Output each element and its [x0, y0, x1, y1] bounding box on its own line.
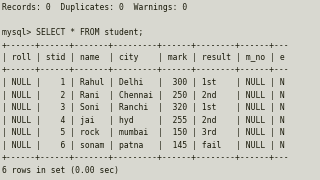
Text: +------+------+-------+---------+------+--------+------+---: +------+------+-------+---------+------+… [2, 153, 289, 162]
Text: | NULL |    3 | Soni  | Ranchi  |  320 | 1st    | NULL | N: | NULL | 3 | Soni | Ranchi | 320 | 1st |… [2, 103, 284, 112]
Text: | NULL |    5 | rock  | mumbai  |  150 | 3rd    | NULL | N: | NULL | 5 | rock | mumbai | 150 | 3rd |… [2, 128, 284, 137]
Text: mysql> SELECT * FROM student;: mysql> SELECT * FROM student; [2, 28, 143, 37]
Text: +------+------+-------+---------+------+--------+------+---: +------+------+-------+---------+------+… [2, 66, 289, 75]
Text: 6 rows in set (0.00 sec): 6 rows in set (0.00 sec) [2, 165, 119, 174]
Text: | NULL |    2 | Rani  | Chennai |  250 | 2nd    | NULL | N: | NULL | 2 | Rani | Chennai | 250 | 2nd … [2, 91, 284, 100]
Text: | roll | stid | name  | city    | mark | result | m_no | e: | roll | stid | name | city | mark | res… [2, 53, 284, 62]
Text: +------+------+-------+---------+------+--------+------+---: +------+------+-------+---------+------+… [2, 40, 289, 50]
Text: | NULL |    1 | Rahul | Delhi   |  300 | 1st    | NULL | N: | NULL | 1 | Rahul | Delhi | 300 | 1st |… [2, 78, 284, 87]
Text: | NULL |    4 | jai   | hyd     |  255 | 2nd    | NULL | N: | NULL | 4 | jai | hyd | 255 | 2nd | NUL… [2, 116, 284, 125]
Text: | NULL |    6 | sonam | patna   |  145 | fail   | NULL | N: | NULL | 6 | sonam | patna | 145 | fail … [2, 141, 284, 150]
Text: Records: 0  Duplicates: 0  Warnings: 0: Records: 0 Duplicates: 0 Warnings: 0 [2, 3, 187, 12]
